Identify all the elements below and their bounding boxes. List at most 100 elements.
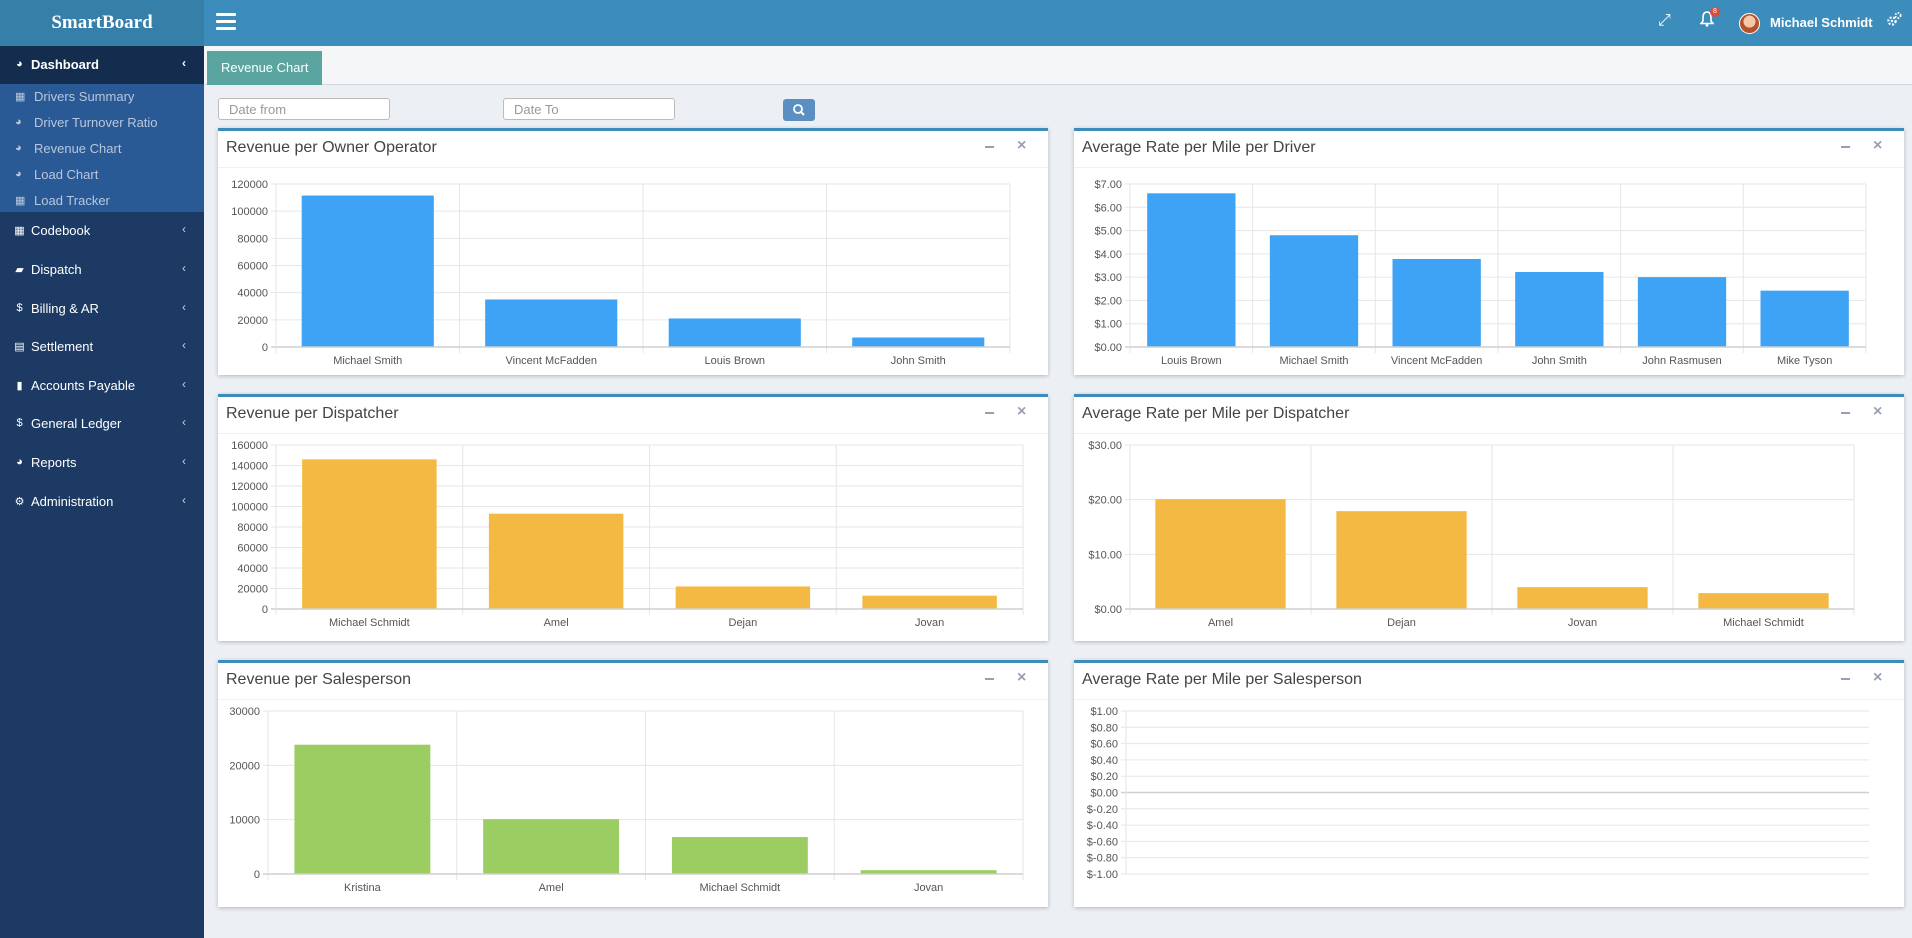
x-tick-label: Louis Brown — [704, 355, 765, 367]
y-tick-label: 100000 — [231, 206, 268, 218]
close-icon[interactable]: × — [1873, 669, 1883, 686]
y-tick-label: $0.40 — [1090, 755, 1118, 767]
chart-title: Average Rate per Mile per Dispatcher — [1082, 405, 1350, 422]
app-logo[interactable]: SmartBoard — [0, 0, 204, 46]
bar[interactable] — [301, 195, 434, 347]
date-from-input[interactable] — [218, 98, 390, 120]
submenu-item-load-tracker[interactable]: ▦ Load Tracker — [0, 188, 204, 214]
gears-icon[interactable] — [1886, 11, 1902, 32]
bar[interactable] — [671, 837, 808, 874]
submenu-item-revenue-chart[interactable]: ◕ Revenue Chart — [0, 136, 204, 162]
submenu-item-label: Drivers Summary — [34, 89, 135, 104]
bar[interactable] — [1155, 499, 1286, 609]
x-tick-label: Michael Smith — [333, 355, 402, 367]
avatar[interactable] — [1739, 13, 1760, 34]
y-tick-label: 100000 — [231, 502, 268, 514]
x-tick-label: Jovan — [914, 882, 943, 894]
bar[interactable] — [1147, 193, 1236, 347]
expand-icon[interactable]: ⤢ — [1658, 12, 1671, 29]
y-tick-label: 30000 — [229, 706, 260, 718]
sidebar-item-general-ledger[interactable]: $ General Ledger ‹ — [0, 405, 204, 443]
bar[interactable] — [294, 744, 431, 874]
x-tick-label: Vincent McFadden — [1391, 355, 1483, 367]
minimize-icon[interactable] — [982, 401, 998, 421]
tab-revenue-chart[interactable]: Revenue Chart — [207, 51, 323, 85]
hamburger-icon[interactable] — [216, 13, 236, 31]
y-tick-label: $0.00 — [1090, 788, 1118, 800]
bar[interactable] — [1392, 258, 1481, 347]
sidebar-item-settlement[interactable]: ▤ Settlement ‹ — [0, 328, 204, 366]
date-to-input[interactable] — [503, 98, 675, 120]
bar[interactable] — [485, 299, 618, 347]
bar[interactable] — [483, 819, 620, 874]
close-icon[interactable]: × — [1873, 403, 1883, 420]
sidebar-item-dispatch[interactable]: ▰ Dispatch ‹ — [0, 251, 204, 289]
sidebar-item-dashboard[interactable]: ◕ Dashboard ‹ — [0, 46, 204, 84]
sidebar-item-administration[interactable]: ⚙ Administration ‹ — [0, 483, 204, 521]
bar[interactable] — [675, 586, 811, 609]
x-tick-label: Kristina — [344, 882, 382, 894]
y-tick-label: $0.00 — [1094, 604, 1122, 616]
chevron-left-icon: ‹ — [182, 300, 186, 314]
y-tick-label: $2.00 — [1094, 295, 1122, 307]
bar[interactable] — [1698, 593, 1829, 609]
bar[interactable] — [1637, 277, 1727, 347]
submenu-item-drivers-summary[interactable]: ▦ Drivers Summary — [0, 84, 204, 110]
grid-icon: ▦ — [15, 195, 26, 207]
y-tick-label: 60000 — [237, 261, 268, 273]
x-tick-label: Michael Schmidt — [700, 882, 781, 894]
y-tick-label: 140000 — [231, 461, 268, 473]
minimize-icon[interactable] — [1838, 667, 1854, 687]
panel-divider — [218, 699, 1048, 700]
minimize-icon[interactable] — [1838, 135, 1854, 155]
x-tick-label: Michael Schmidt — [329, 617, 410, 629]
tab-bar: Revenue Chart — [204, 46, 1912, 85]
bar[interactable] — [852, 337, 985, 347]
submenu-item-driver-turnover-ratio[interactable]: ◕ Driver Turnover Ratio — [0, 110, 204, 136]
panel-divider — [1074, 167, 1904, 168]
y-tick-label: $3.00 — [1094, 272, 1122, 284]
y-tick-label: $-1.00 — [1087, 869, 1118, 881]
close-icon[interactable]: × — [1017, 137, 1027, 154]
sidebar-item-reports[interactable]: ◕ Reports ‹ — [0, 444, 204, 482]
sidebar-item-label: Billing & AR — [31, 301, 99, 316]
y-tick-label: 40000 — [237, 288, 268, 300]
submenu-item-load-chart[interactable]: ◕ Load Chart — [0, 162, 204, 188]
truck-icon: ▰ — [15, 264, 24, 276]
y-tick-label: $-0.80 — [1087, 853, 1118, 865]
minimize-icon[interactable] — [1838, 401, 1854, 421]
minimize-icon[interactable] — [982, 135, 998, 155]
sidebar-item-accounts-payable[interactable]: ▮ Accounts Payable ‹ — [0, 367, 204, 405]
bar-chart: $0.00 $1.00 $2.00 $3.00 $4.00 $5.00 $6.00 $7.00… — [1094, 179, 1867, 367]
sidebar-item-codebook[interactable]: ▦ Codebook ‹ — [0, 212, 204, 250]
close-icon[interactable]: × — [1017, 669, 1027, 686]
search-button[interactable] — [783, 99, 815, 121]
y-tick-label: 80000 — [237, 522, 268, 534]
bar[interactable] — [862, 595, 997, 609]
bar[interactable] — [860, 870, 997, 874]
close-icon[interactable]: × — [1017, 403, 1027, 420]
close-icon[interactable]: × — [1873, 137, 1883, 154]
y-tick-label: $0.60 — [1090, 739, 1118, 751]
bar[interactable] — [1269, 235, 1359, 347]
username[interactable]: Michael Schmidt — [1770, 15, 1873, 30]
search-icon — [793, 104, 805, 116]
bar[interactable] — [668, 318, 801, 347]
minimize-icon[interactable] — [982, 667, 998, 687]
bar[interactable] — [1517, 587, 1648, 609]
bell-icon[interactable]: 8 — [1699, 7, 1720, 32]
notification-badge: 8 — [1710, 7, 1720, 17]
bar[interactable] — [1515, 272, 1604, 347]
y-tick-label: $30.00 — [1088, 440, 1122, 452]
sidebar-item-label: Administration — [31, 494, 114, 509]
y-tick-label: $0.00 — [1094, 342, 1122, 354]
bar[interactable] — [1336, 511, 1467, 609]
sidebar-item-billing-ar[interactable]: $ Billing & AR ‹ — [0, 290, 204, 328]
bar[interactable] — [302, 459, 437, 609]
sidebar-item-label: Accounts Payable — [31, 378, 136, 393]
dashboard-icon: ◕ — [16, 58, 23, 70]
bar[interactable] — [1760, 290, 1849, 347]
y-tick-label: 120000 — [231, 179, 268, 191]
bar[interactable] — [488, 513, 624, 609]
x-tick-label: Mike Tyson — [1777, 355, 1832, 367]
